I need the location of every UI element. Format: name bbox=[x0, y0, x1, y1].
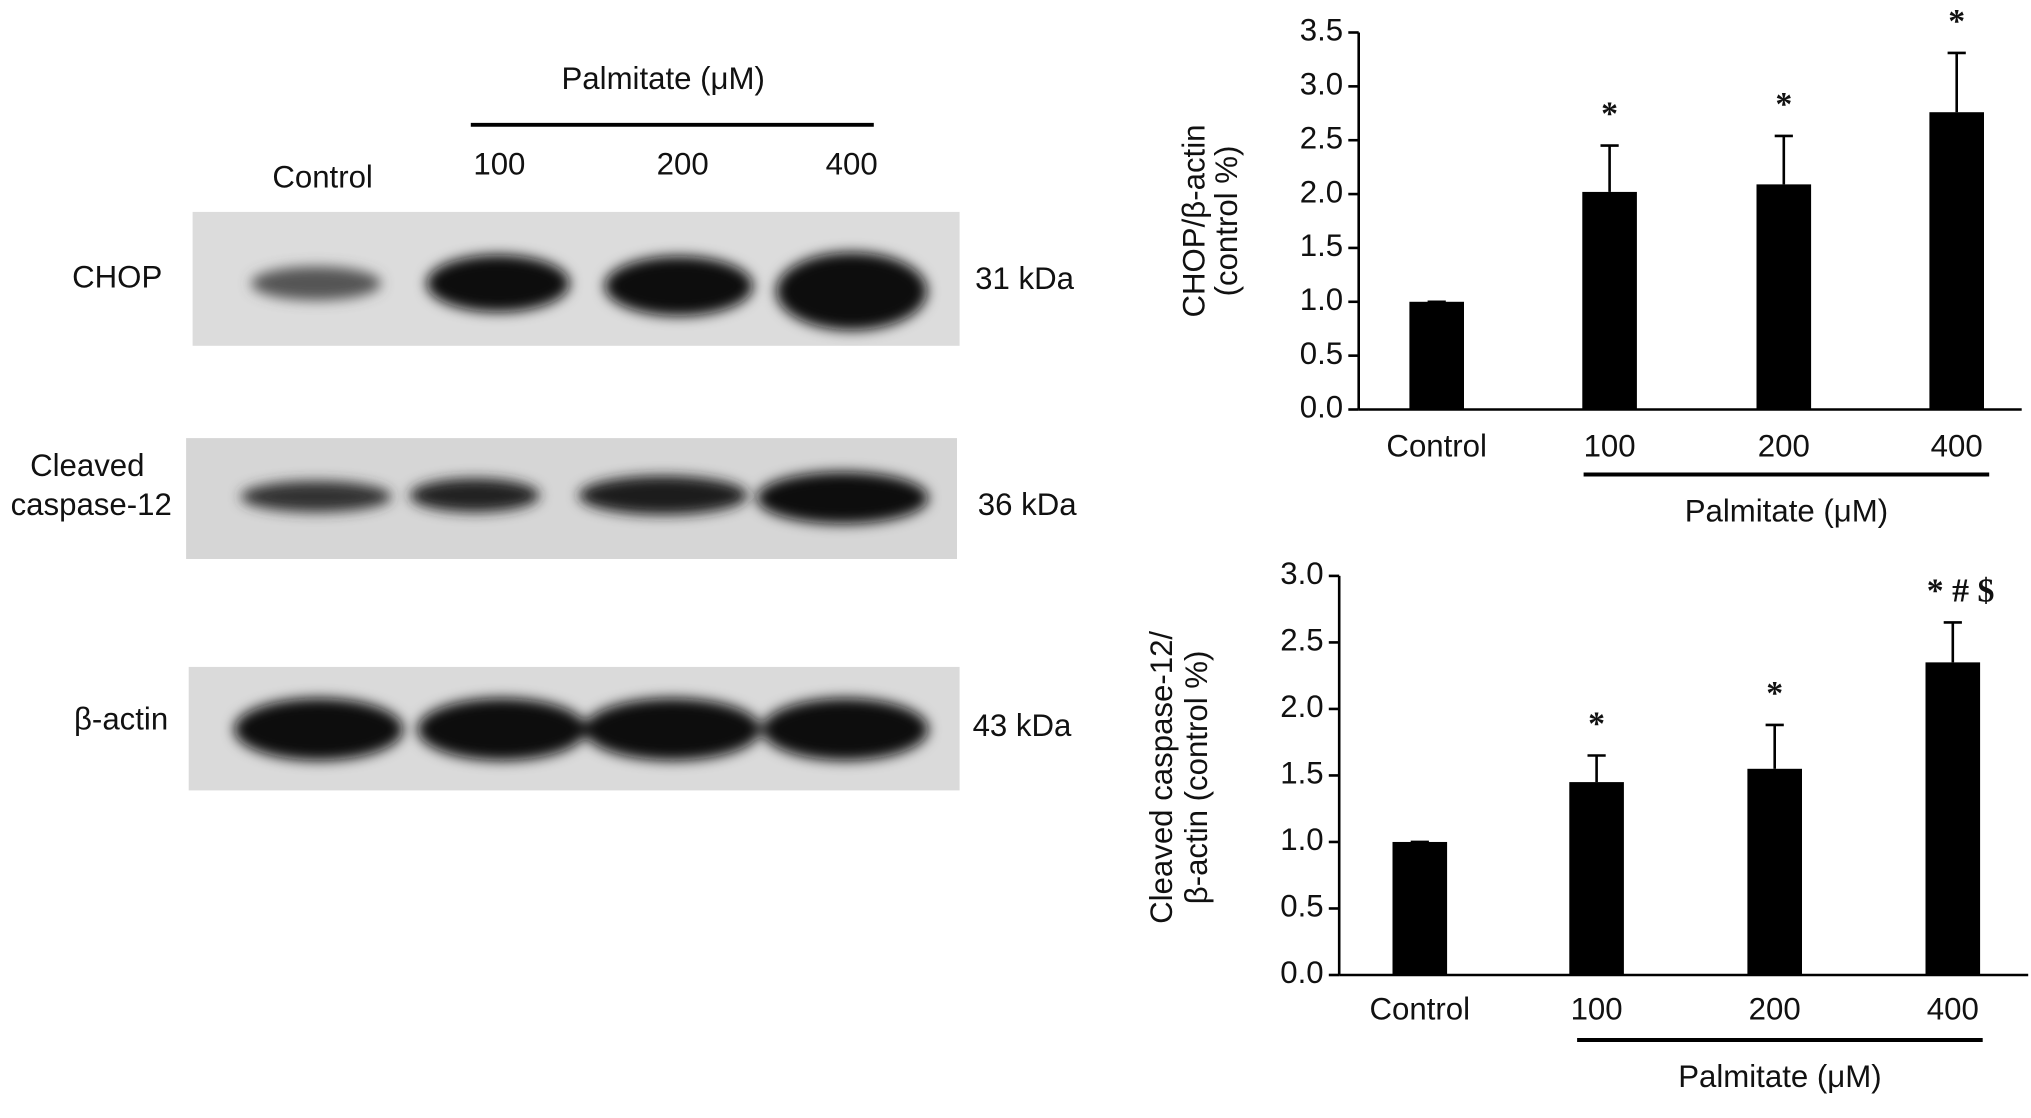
x-tick-label: 400 bbox=[1931, 429, 1983, 464]
western-blot: Palmitate (μM) Control 100 200 400 CHOP … bbox=[11, 61, 1077, 791]
mw-label: 31 kDa bbox=[975, 261, 1074, 296]
bar bbox=[1569, 782, 1624, 975]
x-tick-label: Control bbox=[1370, 992, 1471, 1027]
annotation: * bbox=[1766, 675, 1783, 712]
bar bbox=[1925, 662, 1981, 975]
x-tick-label: 200 bbox=[1749, 992, 1801, 1027]
lane-label: Control bbox=[272, 160, 373, 195]
y-tick-label: 3.0 bbox=[1300, 67, 1343, 102]
annotation: * bbox=[1588, 706, 1605, 743]
band bbox=[762, 698, 929, 761]
row-label: Cleaved bbox=[30, 448, 144, 483]
band bbox=[583, 698, 761, 761]
bar-chart: 0.0 0.5 1.0 1.5 2.0 2.5 3.0 Control * 100 * 200 * # … bbox=[1144, 556, 2029, 1094]
y-tick-label: 2.5 bbox=[1300, 120, 1343, 155]
band bbox=[578, 475, 748, 515]
bands bbox=[234, 252, 929, 761]
bar bbox=[1392, 841, 1448, 975]
annotation: * # $ bbox=[1927, 573, 1995, 610]
y-axis-label: Cleaved caspase-12/ bbox=[1144, 631, 1179, 924]
x-tick-label: 100 bbox=[1584, 429, 1636, 464]
y-tick-label: 1.5 bbox=[1300, 228, 1343, 263]
band bbox=[756, 471, 929, 524]
band bbox=[604, 256, 753, 316]
bar bbox=[1582, 191, 1637, 410]
y-tick-label: 1.0 bbox=[1300, 282, 1343, 317]
band bbox=[240, 481, 392, 513]
band bbox=[776, 252, 928, 331]
mw-label: 36 kDa bbox=[978, 487, 1077, 522]
band bbox=[251, 266, 382, 301]
y-tick-label: 0.0 bbox=[1280, 955, 1323, 990]
y-tick-label: 3.0 bbox=[1280, 556, 1323, 591]
blot-title: Palmitate (μM) bbox=[562, 61, 765, 96]
row-label: CHOP bbox=[72, 260, 162, 295]
y-axis-label: β-actin (control %) bbox=[1179, 651, 1214, 905]
y-tick-label: 2.0 bbox=[1300, 174, 1343, 209]
y-tick-label: 1.0 bbox=[1280, 822, 1323, 857]
y-axis-label: (control %) bbox=[1209, 146, 1244, 297]
x-tick-label: 100 bbox=[1571, 992, 1623, 1027]
y-tick-label: 0.0 bbox=[1300, 390, 1343, 425]
y-tick-label: 3.5 bbox=[1300, 13, 1343, 48]
y-tick-label: 0.5 bbox=[1280, 889, 1323, 924]
band bbox=[409, 478, 540, 513]
lane-label: 400 bbox=[826, 147, 878, 182]
row-label: caspase-12 bbox=[11, 487, 172, 522]
bar bbox=[1756, 184, 1812, 410]
x-tick-label: 400 bbox=[1927, 992, 1979, 1027]
bar bbox=[1929, 112, 1984, 410]
band bbox=[417, 698, 587, 761]
group-label: Palmitate (μM) bbox=[1678, 1059, 1881, 1094]
y-tick-label: 1.5 bbox=[1280, 756, 1323, 791]
bar bbox=[1747, 768, 1802, 975]
bar-chart: 0.0 0.5 1.0 1.5 2.0 2.5 3.0 3.5 Control * 100 * 200 *… bbox=[1176, 3, 2022, 529]
x-tick-label: 200 bbox=[1758, 429, 1810, 464]
annotation: * bbox=[1948, 3, 1965, 40]
annotation: * bbox=[1775, 86, 1792, 123]
x-tick-label: Control bbox=[1386, 429, 1487, 464]
band bbox=[426, 254, 570, 312]
y-tick-label: 2.5 bbox=[1280, 623, 1323, 658]
lane-label: 100 bbox=[473, 147, 525, 182]
group-label: Palmitate (μM) bbox=[1685, 494, 1888, 529]
row-label: β-actin bbox=[74, 702, 168, 737]
bar bbox=[1409, 301, 1464, 410]
y-axis-label: CHOP/β-actin bbox=[1176, 125, 1211, 318]
y-tick-label: 0.5 bbox=[1300, 336, 1343, 371]
annotation: * bbox=[1601, 96, 1618, 133]
y-tick-label: 2.0 bbox=[1280, 689, 1323, 724]
band bbox=[234, 698, 404, 761]
lane-label: 200 bbox=[657, 147, 709, 182]
mw-label: 43 kDa bbox=[973, 708, 1072, 743]
